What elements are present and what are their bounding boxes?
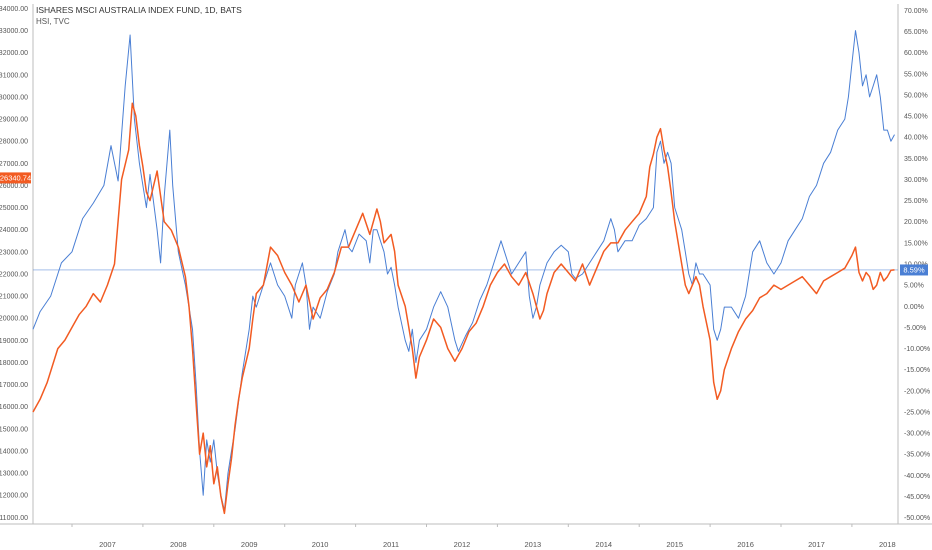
- time-axis: 2007 2008 2009 2010 2011 2012 2013 2014 2015 2016…: [0, 523, 932, 549]
- left-axis-series-line[interactable]: [32, 30, 895, 512]
- right-tick-label: -50.00%: [904, 515, 930, 522]
- right-tick-label: 35.00%: [904, 156, 928, 163]
- left-tick-label: 12000.00: [0, 493, 28, 500]
- time-tick-label: 2007: [99, 540, 116, 549]
- right-tick-label: 45.00%: [904, 114, 928, 121]
- time-tick-label: 2015: [666, 540, 683, 549]
- left-tick-label: 17000.00: [0, 382, 28, 389]
- time-tick-label: 2010: [312, 540, 329, 549]
- left-tick-label: 21000.00: [0, 294, 28, 301]
- left-tick-label: 27000.00: [0, 161, 28, 168]
- left-tick-label: 25000.00: [0, 205, 28, 212]
- left-tick-label: 29000.00: [0, 117, 28, 124]
- left-tick-label: 28000.00: [0, 139, 28, 146]
- right-tick-label: 30.00%: [904, 177, 928, 184]
- right-tick-label: 0.00%: [904, 304, 924, 311]
- time-tick-label: 2014: [595, 540, 612, 549]
- left-tick-label: 16000.00: [0, 404, 28, 411]
- right-tick-label: -20.00%: [904, 388, 930, 395]
- right-tick-label: 15.00%: [904, 240, 928, 247]
- right-last-value-label: 8.59%: [903, 266, 925, 275]
- right-tick-label: -15.00%: [904, 367, 930, 374]
- left-last-value-badge: [0, 172, 31, 184]
- time-tick-label: 2018: [879, 540, 896, 549]
- chart-title: ISHARES MSCI AUSTRALIA INDEX FUND, 1D, B…: [36, 5, 242, 15]
- right-tick-label: -40.00%: [904, 473, 930, 480]
- time-tick-label: 2017: [808, 540, 825, 549]
- left-tick-label: 11000.00: [0, 515, 28, 522]
- left-tick-label: 14000.00: [0, 448, 28, 455]
- right-tick-label: 65.00%: [904, 29, 928, 36]
- left-tick-label: 26000.00: [0, 183, 28, 190]
- left-tick-label: 34000.00: [0, 6, 28, 13]
- left-tick-label: 20000.00: [0, 316, 28, 323]
- right-tick-label: -45.00%: [904, 494, 930, 501]
- chart-subtitle: HSI, TVC: [36, 17, 70, 26]
- time-tick-label: 2013: [525, 540, 542, 549]
- right-axis-series-line[interactable]: [32, 102, 895, 515]
- right-tick-label: 70.00%: [904, 8, 928, 15]
- right-tick-label: -10.00%: [904, 346, 930, 353]
- right-percent-axis: 70.00% 65.00% 60.00% 55.00% 50.00% 45.00% 40.0…: [897, 4, 930, 524]
- time-tick-label: 2011: [383, 540, 399, 549]
- left-tick-label: 31000.00: [0, 72, 28, 79]
- time-tick-label: 2009: [241, 540, 258, 549]
- right-tick-label: 20.00%: [904, 219, 928, 226]
- left-tick-label: 32000.00: [0, 50, 28, 57]
- right-tick-label: -25.00%: [904, 409, 930, 416]
- last-value-markers: 26340.74 8.59%: [0, 172, 928, 276]
- left-tick-label: 13000.00: [0, 471, 28, 478]
- left-price-axis: 34000.00 33000.00 32000.00 31000.00 30000.00…: [0, 4, 34, 524]
- left-tick-label: 19000.00: [0, 338, 28, 345]
- right-tick-label: -5.00%: [904, 325, 926, 332]
- time-tick-label: 2008: [170, 540, 187, 549]
- series-lines: [32, 30, 898, 515]
- right-last-value-badge: [900, 264, 928, 276]
- right-tick-label: 5.00%: [904, 283, 924, 290]
- left-last-value-label: 26340.74: [0, 174, 31, 183]
- left-tick-label: 24000.00: [0, 227, 28, 234]
- right-tick-label: 55.00%: [904, 71, 928, 78]
- right-tick-label: 50.00%: [904, 92, 928, 99]
- right-tick-label: 60.00%: [904, 50, 928, 57]
- time-tick-label: 2016: [737, 540, 754, 549]
- right-tick-label: 25.00%: [904, 198, 928, 205]
- right-tick-label: -30.00%: [904, 431, 930, 438]
- left-tick-label: 15000.00: [0, 426, 28, 433]
- left-tick-label: 23000.00: [0, 249, 28, 256]
- left-tick-label: 22000.00: [0, 271, 28, 278]
- left-tick-label: 30000.00: [0, 94, 28, 101]
- left-tick-label: 18000.00: [0, 360, 28, 367]
- left-tick-label: 33000.00: [0, 28, 28, 35]
- right-tick-label: -35.00%: [904, 452, 930, 459]
- right-tick-label: 40.00%: [904, 135, 928, 142]
- time-tick-label: 2012: [454, 540, 471, 549]
